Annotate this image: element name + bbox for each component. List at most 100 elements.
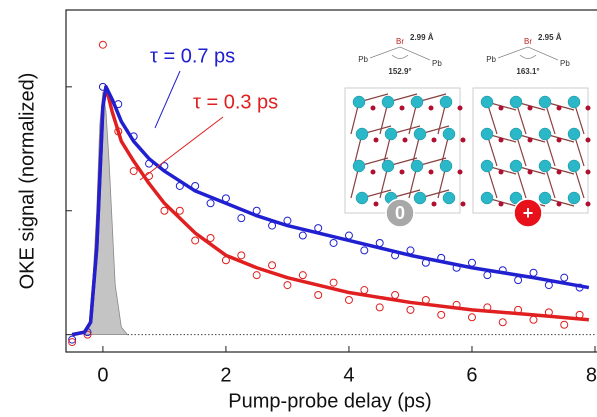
pb-atom [352,159,366,173]
annotation-leader [154,70,181,129]
data-point [375,303,384,312]
br-atom [399,169,405,175]
data-point [360,246,369,255]
atom-label: Pb [358,55,368,64]
data-point [83,330,92,339]
br-atom [373,201,379,207]
pb-atom [480,159,494,173]
pb-atom [439,95,453,109]
pb-atom [413,127,427,141]
charge-badge [513,198,543,228]
atom-label: Pb [486,55,496,64]
br-atom [373,137,379,143]
pb-atom [567,95,581,109]
pb-atom [381,95,395,109]
data-point [483,271,492,280]
br-atom [457,169,463,175]
plot-frame [65,9,597,353]
pb-atom [352,95,366,109]
plot-area [68,40,595,347]
data-point [344,295,353,304]
data-point [283,281,292,290]
data-point [498,318,507,327]
data-point [344,231,353,240]
data-point [560,273,569,282]
br-atom [428,105,434,111]
data-point [175,206,184,215]
charge-label: + [523,203,534,223]
data-point [437,310,446,319]
br-atom [431,137,437,143]
pb-atom [480,191,494,205]
x-tick-label: 6 [466,364,477,386]
pb-atom [509,191,523,205]
br-atom [370,169,376,175]
data-point [375,238,384,247]
data-point [529,268,538,277]
br-atom [498,137,504,143]
data-point [191,236,200,245]
pb-atom [442,191,456,205]
br-atom [556,201,562,207]
data-point [329,278,338,287]
x-tick-label: 4 [343,364,354,386]
data-point [314,224,323,233]
bond-length: 2.95 Å [538,33,562,42]
data-point [237,251,246,260]
br-atom [585,105,591,111]
pb-atom [567,127,581,141]
pb-atom [439,159,453,173]
br-atom [556,169,562,175]
atom-label: Br [524,37,532,46]
pb-atom [480,95,494,109]
br-atom [431,201,437,207]
data-point [68,335,77,344]
data-point [544,281,553,290]
data-point [206,234,215,242]
br-atom [585,169,591,175]
br-atom [585,201,591,207]
data-point [298,231,307,240]
data-point [129,167,138,176]
data-point [467,313,476,322]
br-atom [428,169,434,175]
data-point [252,271,261,280]
data-point [268,261,277,270]
bond-sketch [497,46,559,61]
data-point [406,305,415,314]
br-atom [527,105,533,111]
pb-atom [410,159,424,173]
br-atom [498,105,504,111]
annotation-leader [139,116,224,181]
x-tick-label: 8 [586,364,597,386]
data-point [68,338,77,347]
data-point [406,246,415,255]
br-atom [460,137,466,143]
pb-atom [413,191,427,205]
br-atom [527,169,533,175]
data-point [560,320,569,329]
br-atom [498,201,504,207]
br-atom [527,137,533,143]
bond-sketch [369,46,431,61]
data-point [206,199,215,208]
pb-atom [567,159,581,173]
angle-arc [391,54,409,59]
data-point [314,291,323,299]
data-point [529,315,538,324]
pb-atom [480,127,494,141]
pb-atom [567,191,581,205]
br-atom [457,105,463,111]
br-atom [460,201,466,207]
pb-atom [509,127,523,141]
pb-atom [509,95,523,109]
angle-arc [519,54,537,59]
pb-atom [384,127,398,141]
annotation: τ = 0.3 ps [193,91,278,113]
pb-atom [442,127,456,141]
br-atom [585,137,591,143]
fit-line [71,85,590,337]
annotation: τ = 0.7 ps [150,45,235,67]
x-axis-label: Pump-probe delay (ps) [228,390,431,412]
